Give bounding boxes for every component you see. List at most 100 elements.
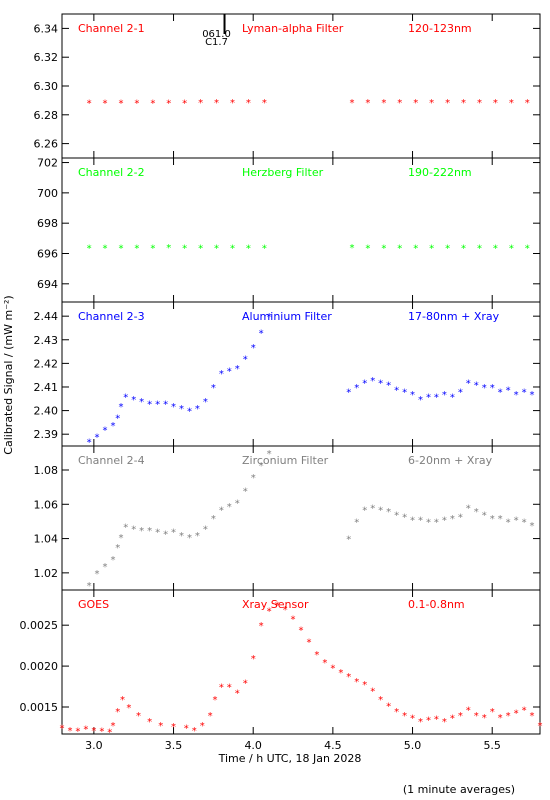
data-point: * xyxy=(498,713,503,724)
data-point: * xyxy=(338,668,343,679)
data-point: * xyxy=(458,512,463,523)
data-point: * xyxy=(346,388,351,399)
panel-frame xyxy=(61,13,541,159)
data-point: * xyxy=(354,383,359,394)
panel-band-label: 120-123nm xyxy=(408,22,472,35)
data-points: * * * * * * * * * * * * * * * * * * * * * * * * xyxy=(87,98,530,110)
data-point: * xyxy=(514,516,519,527)
panel-band-label: 0.1-0.8nm xyxy=(408,598,465,611)
data-point: * xyxy=(522,388,527,399)
data-point: * xyxy=(115,414,120,425)
panel-filter-label: Aluminium Filter xyxy=(242,310,332,323)
data-point: * xyxy=(230,243,235,254)
data-point: * xyxy=(354,517,359,528)
flare-marker-label: C1.7 xyxy=(205,37,228,48)
data-point: * xyxy=(522,705,527,716)
data-points: ****************************************… xyxy=(60,601,543,739)
y-tick-label: 1.04 xyxy=(34,533,59,546)
data-point: * xyxy=(493,243,498,254)
data-point: * xyxy=(211,514,216,525)
data-point: * xyxy=(477,98,482,109)
data-point: * xyxy=(434,714,439,725)
data-point: * xyxy=(262,98,267,109)
data-point: * xyxy=(450,514,455,525)
data-point: * xyxy=(147,400,152,411)
data-point: * xyxy=(458,711,463,722)
data-point: * xyxy=(394,385,399,396)
data-point: * xyxy=(103,562,108,573)
data-point: * xyxy=(171,528,176,539)
data-point: * xyxy=(402,512,407,523)
data-point: * xyxy=(187,533,192,544)
data-point: * xyxy=(107,728,112,739)
data-point: * xyxy=(91,726,96,737)
data-point: * xyxy=(182,98,187,109)
data-point: * xyxy=(179,404,184,415)
data-point: * xyxy=(115,707,120,718)
panel-channel-label: Channel 2-2 xyxy=(78,166,145,179)
data-point: * xyxy=(259,621,264,632)
data-point: * xyxy=(514,709,519,720)
data-point: * xyxy=(362,378,367,389)
data-point: * xyxy=(235,364,240,375)
data-point: * xyxy=(214,98,219,109)
y-tick-label: 2.41 xyxy=(34,381,59,394)
y-tick-label: 2.42 xyxy=(34,357,59,370)
data-point: * xyxy=(450,392,455,403)
data-point: * xyxy=(394,707,399,718)
data-point: * xyxy=(110,421,115,432)
data-point: * xyxy=(139,526,144,537)
data-point: * xyxy=(514,390,519,401)
data-point: * xyxy=(150,243,155,254)
data-point: * xyxy=(530,711,535,722)
data-point: * xyxy=(99,727,104,738)
data-point: * xyxy=(219,683,224,694)
data-point: * xyxy=(200,721,205,732)
data-point: * xyxy=(115,543,120,554)
y-tick-label: 702 xyxy=(37,157,58,170)
data-point: * xyxy=(442,516,447,527)
data-point: * xyxy=(402,711,407,722)
data-point: * xyxy=(267,606,272,617)
data-point: * xyxy=(498,514,503,525)
data-point: * xyxy=(219,505,224,516)
flare-marker: 061.0C1.7 xyxy=(202,14,231,48)
data-point: * xyxy=(110,555,115,566)
data-point: * xyxy=(482,713,487,724)
data-point: * xyxy=(171,402,176,413)
data-point: * xyxy=(118,98,123,109)
data-point: * xyxy=(314,650,319,661)
data-point: * xyxy=(466,705,471,716)
panel-band-label: 190-222nm xyxy=(408,166,472,179)
data-point: * xyxy=(118,244,123,255)
data-point: * xyxy=(203,397,208,408)
data-point: * xyxy=(123,392,128,403)
data-point: * xyxy=(458,388,463,399)
data-point: * xyxy=(195,531,200,542)
data-point: * xyxy=(83,724,88,735)
data-point: * xyxy=(259,461,264,472)
data-point: * xyxy=(525,243,530,254)
data-point: * xyxy=(246,243,251,254)
data-point: * xyxy=(538,721,543,732)
data-point: * xyxy=(397,98,402,109)
data-point: * xyxy=(442,390,447,401)
data-point: * xyxy=(370,504,375,515)
y-axis-label: Calibrated Signal / (mW m⁻²) xyxy=(2,295,15,454)
data-point: * xyxy=(267,312,272,323)
data-point: * xyxy=(267,449,272,460)
y-tick-label: 0.0025 xyxy=(20,619,59,632)
data-point: * xyxy=(198,243,203,254)
panel-band-label: 17-80nm + Xray xyxy=(408,310,500,323)
data-point: * xyxy=(158,721,163,732)
data-point: * xyxy=(386,507,391,518)
data-point: * xyxy=(118,533,123,544)
data-point: * xyxy=(166,98,171,109)
data-point: * xyxy=(251,654,256,665)
data-point: * xyxy=(251,343,256,354)
plot-layer: 6.266.286.306.326.34* * * * * * * * * * * * * * * * * * * *… xyxy=(20,13,543,752)
data-point: * xyxy=(410,516,415,527)
data-point: * xyxy=(490,514,495,525)
data-point: * xyxy=(103,425,108,436)
y-tick-label: 2.39 xyxy=(34,428,59,441)
